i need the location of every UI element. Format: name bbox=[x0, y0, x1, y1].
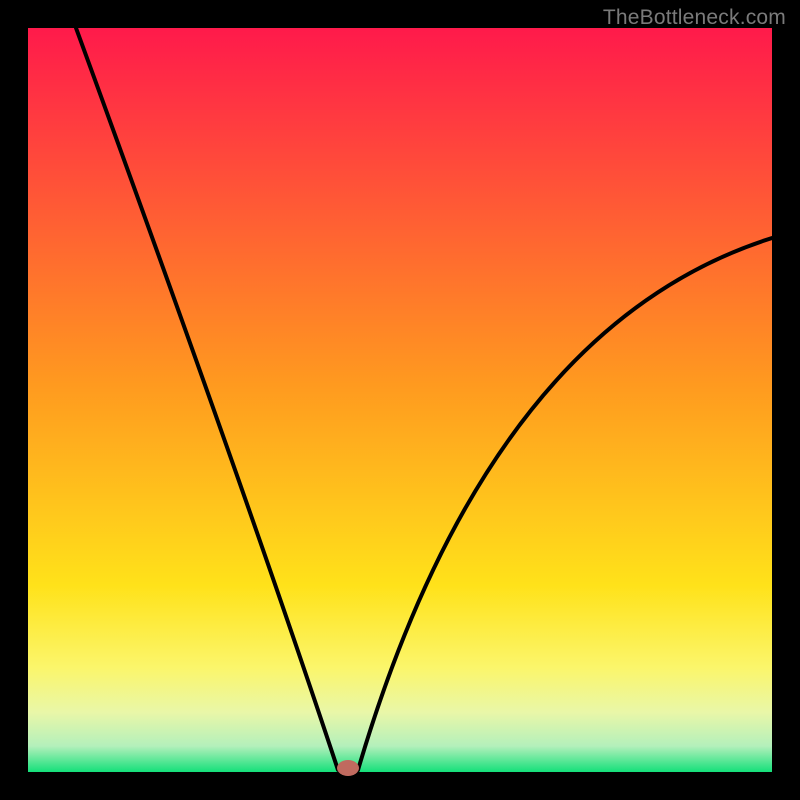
chart-plot-area bbox=[28, 28, 772, 772]
optimal-point-marker bbox=[337, 760, 359, 776]
watermark-text: TheBottleneck.com bbox=[603, 6, 786, 30]
curve-svg bbox=[28, 28, 772, 772]
bottleneck-curve bbox=[76, 28, 772, 770]
